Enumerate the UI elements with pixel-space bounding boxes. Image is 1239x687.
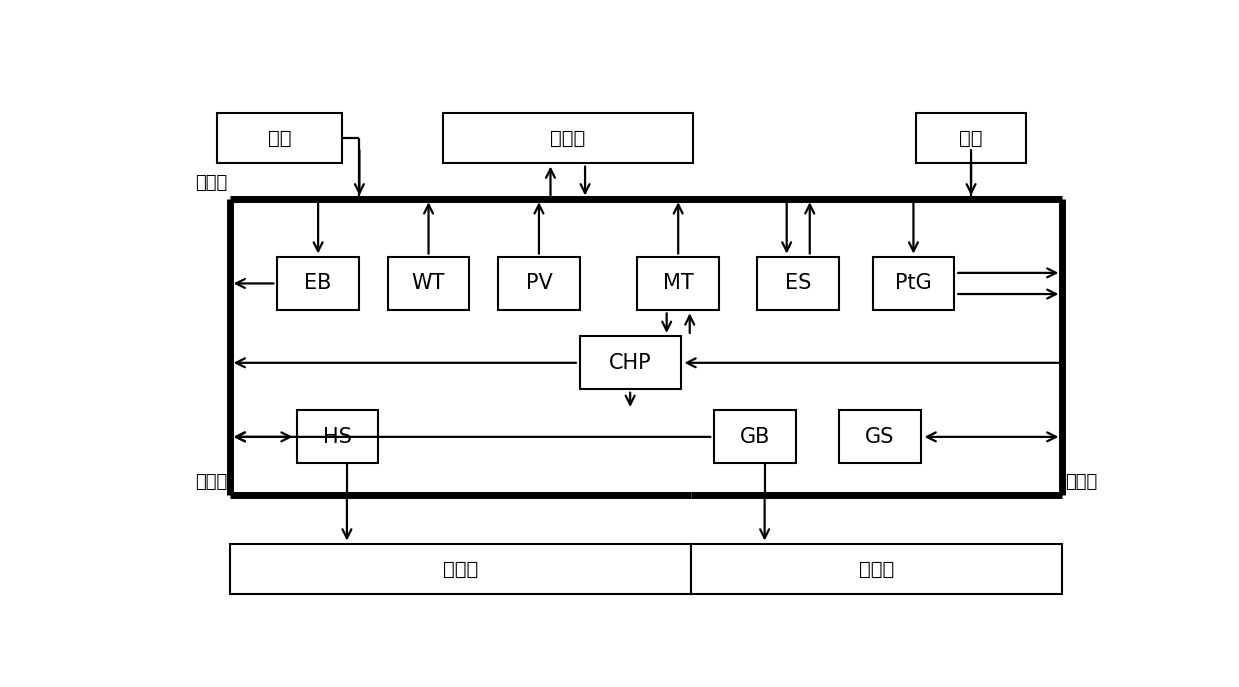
Bar xyxy=(278,257,359,310)
Bar xyxy=(637,257,719,310)
Text: 热负荷: 热负荷 xyxy=(442,560,478,578)
Text: 气母线: 气母线 xyxy=(1066,473,1098,491)
Bar xyxy=(217,113,342,163)
Bar xyxy=(296,410,378,463)
Bar xyxy=(872,257,954,310)
Bar xyxy=(580,337,680,390)
Bar xyxy=(714,410,795,463)
Bar xyxy=(690,544,1062,594)
Bar xyxy=(498,257,580,310)
Text: 电母线: 电母线 xyxy=(195,174,227,192)
Text: 电网: 电网 xyxy=(268,128,291,148)
Bar xyxy=(839,410,921,463)
Text: 气负荷: 气负荷 xyxy=(859,560,895,578)
Text: PtG: PtG xyxy=(895,273,932,293)
Text: ES: ES xyxy=(786,273,812,293)
Text: WT: WT xyxy=(411,273,445,293)
Text: 气井: 气井 xyxy=(959,128,983,148)
Text: HS: HS xyxy=(323,427,352,447)
Text: MT: MT xyxy=(663,273,694,293)
Text: GB: GB xyxy=(740,427,771,447)
Bar xyxy=(757,257,839,310)
Text: PV: PV xyxy=(525,273,553,293)
Bar xyxy=(229,544,690,594)
Text: 热母线: 热母线 xyxy=(195,473,227,491)
Bar xyxy=(388,257,470,310)
Bar xyxy=(916,113,1026,163)
Bar xyxy=(444,113,693,163)
Text: EB: EB xyxy=(305,273,332,293)
Text: 电负荷: 电负荷 xyxy=(550,128,585,148)
Text: GS: GS xyxy=(865,427,895,447)
Text: CHP: CHP xyxy=(608,353,652,373)
